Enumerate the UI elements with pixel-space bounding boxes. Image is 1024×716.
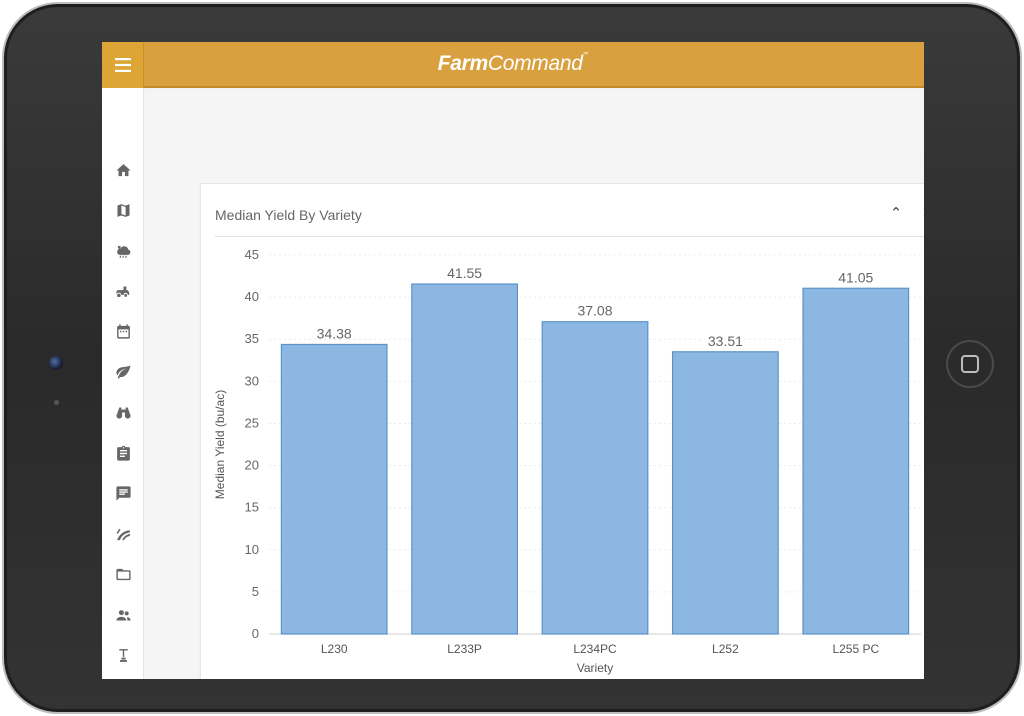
y-axis-label: Median Yield (bu/ac) [213,390,227,499]
home-button-icon [961,355,979,373]
y-tick-label: 45 [245,247,259,262]
app-logo: FarmCommand™ [102,52,924,76]
x-tick-label: L234PC [573,642,617,656]
sensor-dot [54,400,59,405]
y-tick-label: 5 [252,584,259,599]
brand-light: Command [487,52,583,75]
tractor-icon[interactable] [113,281,133,301]
x-axis-label: Variety [577,661,613,675]
sprayer-icon[interactable] [113,645,133,665]
y-tick-label: 25 [245,415,259,430]
x-tick-label: L252 [712,642,739,656]
calendar-icon[interactable] [113,321,133,341]
camera-icon [49,356,63,370]
y-tick-label: 15 [245,500,259,515]
brand-bold: Farm [437,52,488,75]
hamburger-icon [114,58,131,72]
x-tick-label: L230 [321,642,348,656]
y-tick-label: 30 [245,373,259,388]
y-tick-label: 20 [245,458,259,473]
top-bar: FarmCommand™ [102,42,924,88]
card-actions: ⌃ ✕ [887,204,924,222]
bar [280,343,388,635]
app-screen: FarmCommand™ [102,42,924,679]
data-label: 34.38 [317,325,352,341]
y-tick-label: 35 [245,331,259,346]
data-label: 41.05 [838,269,873,285]
weather-icon[interactable] [113,241,133,261]
close-icon[interactable]: ✕ [919,204,924,222]
message-icon[interactable] [113,483,133,503]
binoculars-icon[interactable] [113,402,133,422]
y-tick-label: 40 [245,289,259,304]
bar [411,283,519,635]
clipboard-icon[interactable] [113,443,133,463]
map-icon[interactable] [113,200,133,220]
leaf-icon[interactable] [113,361,133,381]
bar [802,287,910,635]
chart-card: Median Yield By Variety ⌃ ✕ 0 5 10 15 20 25 30… [200,183,924,679]
folder-icon[interactable] [113,564,133,584]
home-icon[interactable] [113,160,133,180]
card-divider [215,236,924,237]
card-title: Median Yield By Variety [215,207,362,223]
people-icon[interactable] [113,605,133,625]
y-tick-label: 0 [252,626,259,641]
collapse-icon[interactable]: ⌃ [889,205,903,222]
brand-trademark: ™ [582,52,589,58]
sidebar [102,88,144,679]
data-label: 37.08 [577,303,612,319]
menu-button[interactable] [102,42,144,88]
content-area: Median Yield By Variety ⌃ ✕ 0 5 10 15 20 25 30… [145,90,924,679]
bar [541,321,649,635]
field-icon[interactable] [113,524,133,544]
x-tick-label: L233P [447,642,482,656]
bar-chart: 0 5 10 15 20 25 30 35 40 45 34.38 L230 41.55 L233P 37.… [213,247,921,675]
x-tick-label: L255 PC [832,642,879,656]
data-label: 41.55 [447,265,482,281]
y-tick-label: 10 [245,542,259,557]
data-label: 33.51 [708,333,743,349]
home-button[interactable] [946,340,994,388]
bar [671,351,779,635]
